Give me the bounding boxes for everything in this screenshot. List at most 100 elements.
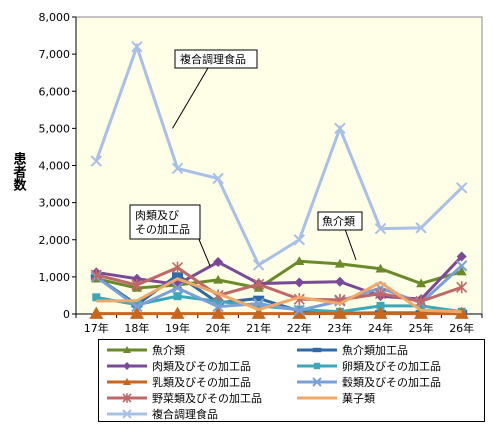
series-7 bbox=[96, 277, 462, 314]
data-point bbox=[374, 222, 387, 235]
data-point bbox=[129, 306, 144, 319]
data-point bbox=[211, 306, 226, 319]
data-point bbox=[293, 293, 305, 306]
data-point bbox=[171, 261, 184, 274]
callout-label-line: その加工品 bbox=[135, 223, 190, 236]
legend-label: 魚介類加工品 bbox=[342, 343, 408, 357]
y-tick-label: 0 bbox=[63, 308, 70, 321]
series-8 bbox=[90, 40, 468, 271]
y-tick-label: 8,000 bbox=[39, 11, 71, 24]
legend-label: 複合調理食品 bbox=[152, 407, 218, 421]
data-point bbox=[251, 306, 266, 319]
legend-swatch-marker bbox=[122, 408, 132, 419]
data-point bbox=[170, 306, 185, 319]
data-point bbox=[456, 281, 468, 294]
y-tick-label: 5,000 bbox=[39, 122, 71, 135]
x-tick-label: 23年 bbox=[327, 321, 352, 335]
data-point bbox=[454, 306, 469, 319]
data-point bbox=[373, 306, 388, 319]
legend-swatch bbox=[297, 362, 337, 369]
x-tick-label: 20年 bbox=[206, 321, 231, 335]
data-point bbox=[334, 122, 346, 135]
data-point bbox=[294, 256, 305, 266]
data-point bbox=[173, 292, 182, 301]
data-point bbox=[293, 234, 306, 246]
data-point bbox=[254, 301, 263, 310]
legend-swatch-marker bbox=[123, 377, 131, 385]
legend-swatch-marker bbox=[313, 362, 321, 369]
series-4 bbox=[89, 306, 469, 319]
callout-line bbox=[197, 236, 211, 267]
data-point bbox=[293, 304, 306, 316]
data-point bbox=[334, 258, 345, 268]
y-axis-label: 患者数 bbox=[11, 151, 28, 192]
data-point bbox=[253, 295, 265, 302]
data-point bbox=[90, 155, 103, 167]
callout-label: 複合調理食品 bbox=[180, 52, 246, 66]
data-point bbox=[131, 279, 143, 292]
legend-swatch bbox=[107, 361, 147, 370]
data-point bbox=[456, 266, 467, 276]
x-tick-label: 26年 bbox=[449, 321, 474, 335]
legend-item: 穀類及びその加工品 bbox=[295, 374, 441, 389]
data-point bbox=[131, 273, 142, 284]
legend-item: 乳類及びその加工品 bbox=[105, 374, 251, 389]
legend-swatch bbox=[297, 376, 337, 387]
legend-label: 野菜類及びその加工品 bbox=[152, 391, 262, 405]
data-point bbox=[416, 278, 427, 288]
x-tick-label: 18年 bbox=[124, 321, 149, 335]
data-point bbox=[252, 259, 265, 271]
x-tick-label: 17年 bbox=[84, 321, 109, 335]
data-point bbox=[89, 306, 104, 319]
legend-item: 魚介類 bbox=[105, 342, 185, 357]
data-point bbox=[172, 272, 183, 278]
data-point bbox=[456, 251, 467, 262]
data-point bbox=[375, 263, 386, 273]
legend-swatch bbox=[107, 408, 147, 419]
legend-item: 菓子類 bbox=[295, 390, 375, 405]
data-point bbox=[334, 276, 345, 287]
data-point bbox=[171, 282, 184, 294]
data-point bbox=[90, 269, 102, 282]
callout-line bbox=[172, 67, 209, 129]
x-tick-label: 25年 bbox=[409, 321, 434, 335]
callout-line bbox=[344, 228, 357, 261]
legend: 魚介類 魚介類加工品肉類及びその加工品 卵類及びその加工品乳類及びその加工品 穀類及び… bbox=[98, 339, 485, 422]
legend-label: 穀類及びその加工品 bbox=[342, 375, 441, 389]
callout-label: 肉類及びその加工品 bbox=[135, 209, 190, 236]
legend-swatch-marker bbox=[312, 376, 322, 387]
y-tick-label: 6,000 bbox=[39, 85, 71, 98]
y-tick-label: 7,000 bbox=[39, 48, 71, 61]
data-point bbox=[212, 300, 224, 313]
legend-swatch-marker bbox=[122, 392, 132, 403]
data-point bbox=[131, 40, 143, 53]
legend-label: 卵類及びその加工品 bbox=[342, 359, 441, 373]
data-point bbox=[294, 277, 305, 288]
callout-box bbox=[317, 211, 363, 231]
legend-swatch-marker bbox=[312, 347, 322, 352]
data-point bbox=[415, 222, 427, 234]
data-point bbox=[414, 306, 429, 319]
legend-label: 肉類及びその加工品 bbox=[152, 359, 251, 373]
data-point bbox=[92, 293, 101, 302]
legend-label: 乳類及びその加工品 bbox=[152, 375, 251, 389]
legend-swatch bbox=[107, 345, 147, 353]
legend-swatch-marker bbox=[123, 361, 131, 370]
legend-swatch bbox=[107, 392, 147, 403]
x-tick-label: 22年 bbox=[287, 321, 312, 335]
legend-swatch bbox=[107, 377, 147, 385]
y-tick-label: 1,000 bbox=[39, 271, 71, 284]
legend-item: 複合調理食品 bbox=[105, 406, 218, 421]
data-point bbox=[213, 274, 224, 284]
legend-label: 菓子類 bbox=[342, 391, 375, 405]
legend-item: 卵類及びその加工品 bbox=[295, 358, 441, 373]
data-point bbox=[455, 260, 468, 272]
callout-label: 魚介類 bbox=[322, 215, 355, 228]
x-tick-label: 19年 bbox=[165, 321, 190, 335]
data-point bbox=[213, 257, 224, 268]
data-point bbox=[253, 278, 265, 291]
series-layer bbox=[89, 40, 469, 319]
data-point bbox=[374, 287, 387, 300]
